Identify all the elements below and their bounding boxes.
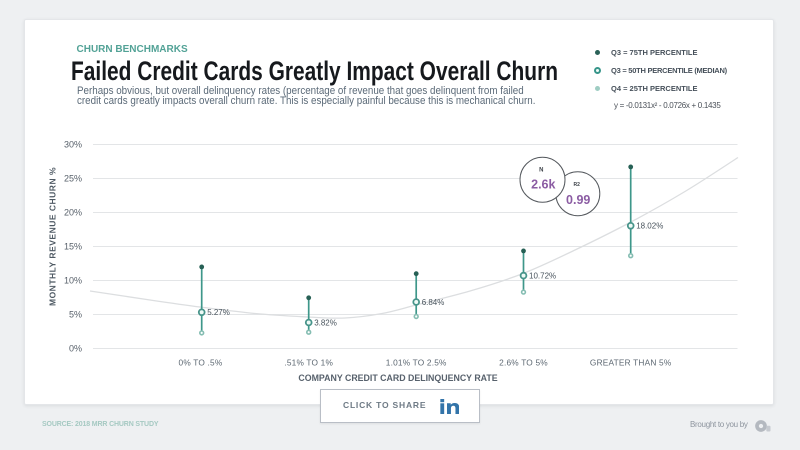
svg-text:3.82%: 3.82%: [314, 318, 337, 327]
svg-text:0% TO .5%: 0% TO .5%: [179, 358, 223, 368]
svg-text:25%: 25%: [64, 174, 82, 184]
svg-text:10%: 10%: [64, 276, 82, 286]
svg-text:15%: 15%: [64, 242, 82, 252]
svg-text:2.6k: 2.6k: [531, 178, 555, 192]
svg-text:5%: 5%: [69, 310, 82, 320]
svg-text:18.02%: 18.02%: [636, 222, 663, 231]
svg-text:COMPANY CREDIT CARD DELINQUENC: COMPANY CREDIT CARD DELINQUENCY RATE: [298, 373, 497, 383]
svg-text:6.84%: 6.84%: [422, 298, 445, 307]
svg-text:0%: 0%: [69, 344, 82, 354]
svg-text:20%: 20%: [64, 208, 82, 218]
svg-text:GREATER THAN 5%: GREATER THAN 5%: [590, 358, 672, 368]
svg-text:2.6% TO 5%: 2.6% TO 5%: [499, 358, 548, 368]
svg-text:1.01% TO 2.5%: 1.01% TO 2.5%: [386, 358, 447, 368]
svg-text:MONTHLY REVENUE CHURN %: MONTHLY REVENUE CHURN %: [48, 167, 58, 306]
svg-text:N: N: [539, 168, 543, 174]
svg-text:0.99: 0.99: [566, 193, 590, 207]
svg-text:R2: R2: [573, 182, 580, 188]
svg-text:5.27%: 5.27%: [207, 308, 230, 317]
svg-text:30%: 30%: [64, 140, 82, 150]
svg-text:10.72%: 10.72%: [529, 271, 556, 280]
svg-text:.51% TO 1%: .51% TO 1%: [284, 358, 333, 368]
